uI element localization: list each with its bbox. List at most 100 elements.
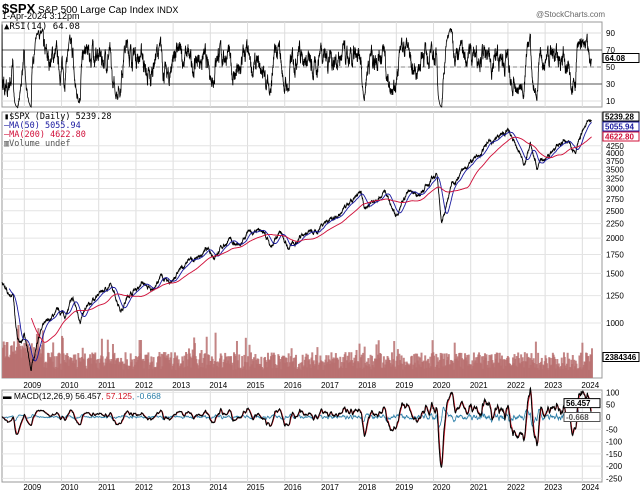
volume-bar (204, 353, 207, 378)
macd-tick-label: 100 (606, 388, 620, 397)
panel-frame-2 (1, 389, 603, 483)
volume-bar (441, 353, 444, 378)
x-tick-label: 2023 (544, 381, 562, 390)
volume-bar (279, 358, 282, 378)
volume-bar (358, 343, 361, 378)
volume-bar (581, 342, 584, 378)
volume-bar (97, 358, 100, 378)
x-tick-label: 2016 (284, 483, 302, 492)
price-tick-label: 1250 (606, 292, 624, 301)
rsi-icon: ▲ (4, 22, 10, 32)
price-tick-label: 1750 (606, 250, 624, 259)
volume-bar (537, 352, 540, 378)
volume-bar (540, 357, 543, 378)
volume-bar (185, 353, 188, 378)
macd-icon: ▬ (3, 391, 12, 401)
macd-value: 56.457 (566, 399, 591, 408)
ma200-value: 4622.80 (605, 133, 634, 142)
symbol: $SPX (2, 1, 36, 16)
rsi-legend-text: RSI(14) 64.08 (9, 22, 80, 32)
rsi-legend: ▲RSI(14) 64.08 (4, 22, 80, 32)
volume-bar (234, 355, 237, 378)
volume-bar (488, 354, 491, 378)
exchange: INDX (156, 5, 179, 15)
price-value: 5239.28 (605, 113, 634, 122)
ma50-value-box (602, 121, 640, 132)
volume-bar (183, 355, 186, 378)
volume-bar (287, 353, 290, 378)
rsi-value: 64.08 (605, 54, 626, 63)
volume-bar (337, 359, 340, 378)
rsi-line (1, 24, 592, 109)
volume-bar (189, 356, 192, 378)
macd-tick-label: -50 (606, 425, 618, 434)
volume-bar (591, 348, 593, 378)
price-tick-label: 3500 (606, 166, 624, 175)
volume-bar (270, 352, 273, 378)
volume-bar (362, 352, 365, 378)
volume-bar (571, 355, 574, 378)
volume-bar (414, 353, 417, 378)
volume-bar (205, 336, 208, 378)
volume-bar (235, 340, 238, 378)
rsi-tick-label: 90 (606, 29, 615, 38)
macd-tick-label: -150 (606, 450, 623, 459)
volume-bar (159, 356, 162, 378)
ma200-icon: — (4, 130, 10, 140)
price-tick-label: 2750 (606, 195, 624, 204)
x-tick-label: 2016 (284, 381, 302, 390)
x-tick-label: 2013 (172, 483, 190, 492)
volume-bar (75, 359, 78, 378)
volume-bar (369, 354, 372, 378)
volume-bar (52, 342, 55, 378)
volume-value-box (602, 352, 640, 362)
x-tick-label: 2021 (470, 483, 488, 492)
volume-icon: ▥ (4, 139, 10, 149)
volume-bar (55, 356, 58, 378)
volume-bar (344, 352, 347, 378)
x-tick-label: 2012 (135, 381, 153, 390)
volume-bar (481, 356, 484, 378)
price-legend: ▮$SPX (Daily) 5239.28 —MA(50) 5055.94 —M… (4, 113, 111, 149)
volume-bar (579, 352, 582, 378)
x-tick-label: 2017 (321, 381, 339, 390)
ma50-line (8, 121, 592, 362)
volume-bar (199, 353, 202, 378)
volume-bar (42, 342, 45, 378)
price-legend-text: $SPX (Daily) 5239.28 (9, 112, 112, 122)
volume-bar (587, 355, 590, 378)
volume-bar (355, 349, 358, 378)
x-tick-label: 2012 (135, 483, 153, 492)
x-tick-label: 2013 (172, 381, 190, 390)
ma50-icon: — (4, 121, 10, 131)
x-tick-label: 2019 (395, 483, 413, 492)
ma200-line (30, 136, 592, 343)
price-tick-label: 2000 (606, 234, 624, 243)
macd-legend-text: MACD(12,26,9) 56.457 (13, 391, 102, 401)
volume-bar (295, 354, 298, 378)
rsi-value-box (602, 53, 640, 63)
volume-bar (321, 361, 324, 378)
price-tick-label: 2500 (606, 207, 624, 216)
volume-bar (396, 349, 399, 378)
datetime: 1-Apr-2024 3:12pm (2, 11, 80, 21)
volume-bar (140, 340, 143, 378)
volume-bar (238, 354, 241, 378)
volume-bar (363, 346, 366, 378)
x-tick-label: 2010 (61, 483, 79, 492)
volume-legend-text: Volume undef (9, 139, 71, 149)
volume-bar (124, 352, 127, 378)
x-tick-label: 2022 (507, 381, 525, 390)
histogram-value-box (563, 412, 601, 422)
volume-bar (241, 356, 244, 378)
volume-bar (393, 341, 396, 378)
rsi-tick-label: 50 (606, 63, 615, 72)
macd-tick-label: -100 (606, 438, 623, 447)
x-tick-label: 2022 (507, 483, 525, 492)
volume-bar (170, 352, 173, 378)
price-tick-label: 4250 (606, 142, 624, 151)
volume-bar (305, 353, 308, 378)
x-tick-label: 2015 (247, 381, 265, 390)
volume-bar (566, 352, 569, 378)
